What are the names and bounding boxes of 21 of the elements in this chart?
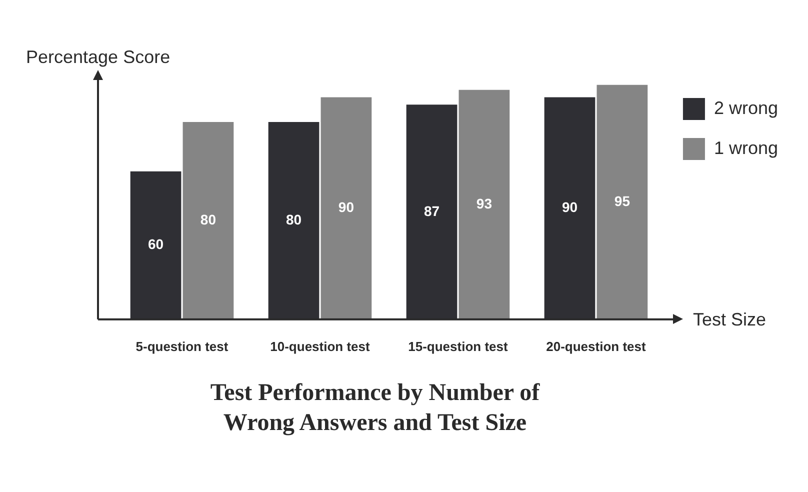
bar	[458, 90, 510, 320]
data-label: 93	[476, 195, 492, 212]
data-label: 80	[286, 212, 302, 228]
x-tick-label: 15-question test	[408, 338, 508, 354]
x-tick-label: 20-question test	[546, 338, 646, 354]
data-label: 90	[338, 199, 354, 216]
data-label: 80	[200, 212, 216, 228]
data-label: 90	[562, 199, 578, 216]
bar	[320, 97, 372, 320]
text: Test Performance by Number of Wrong Answers and Test Size	[209, 379, 541, 438]
y-axis-title: Percentage Score	[26, 46, 170, 67]
legend-label: 2 wrong	[714, 98, 778, 118]
bar	[596, 84, 648, 320]
data-label: 87	[424, 202, 440, 219]
data-label: 95	[614, 193, 630, 210]
bar	[182, 122, 234, 320]
x-tick-label: 10-question test	[270, 338, 370, 354]
legend-label: 1 wrong	[714, 138, 778, 158]
x-tick-label: 5-question test	[136, 338, 229, 354]
x-axis-title: Test Size	[692, 309, 766, 330]
data-label: 60	[148, 236, 164, 252]
